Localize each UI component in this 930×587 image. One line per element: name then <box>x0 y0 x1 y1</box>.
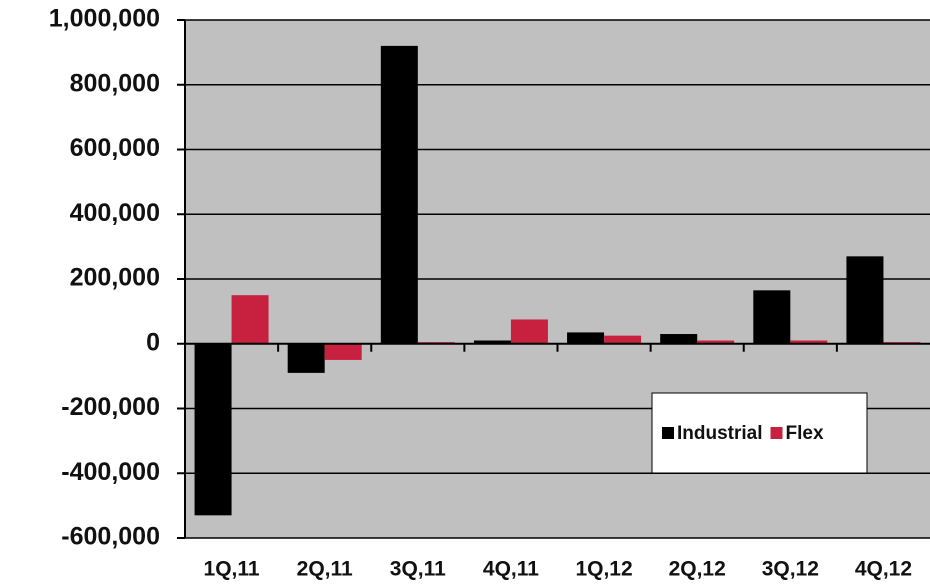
x-tick-label: 4Q,12 <box>855 558 912 581</box>
x-tick-label: 1Q,12 <box>575 558 632 581</box>
bar <box>567 332 605 344</box>
bar <box>604 335 642 344</box>
legend-label: Industrial <box>677 423 763 444</box>
bar <box>660 334 698 344</box>
y-tick-label: -400,000 <box>61 458 160 486</box>
y-tick-label: 800,000 <box>70 69 160 97</box>
legend: Industrial Flex <box>651 392 868 474</box>
bar <box>510 319 548 344</box>
y-tick-label: 0 <box>146 328 160 356</box>
bar <box>231 295 269 344</box>
y-tick-label: 200,000 <box>70 264 160 292</box>
x-tick-label: 3Q,12 <box>762 558 819 581</box>
bar <box>790 340 828 344</box>
bar <box>753 290 791 344</box>
bar <box>194 343 232 516</box>
bar <box>287 343 325 373</box>
x-tick-label: 1Q,11 <box>204 558 260 581</box>
y-tick-label: -200,000 <box>61 393 160 421</box>
bar <box>324 343 362 360</box>
x-tick-label: 3Q,11 <box>390 558 446 581</box>
x-tick-label: 2Q,12 <box>669 558 726 581</box>
y-tick-label: 1,000,000 <box>49 5 160 33</box>
y-tick-label: 400,000 <box>70 199 160 227</box>
legend-swatch <box>662 427 674 439</box>
legend-swatch <box>770 427 783 439</box>
y-tick-label: 600,000 <box>70 134 160 162</box>
bar <box>697 340 735 344</box>
x-tick-label: 2Q,11 <box>297 558 353 581</box>
bar <box>846 256 884 344</box>
legend-box <box>651 392 868 474</box>
y-tick-label: -600,000 <box>61 523 160 551</box>
legend-label: Flex <box>786 423 824 444</box>
bar <box>473 340 511 344</box>
bar <box>380 45 418 344</box>
x-tick-label: 4Q,11 <box>483 558 539 581</box>
